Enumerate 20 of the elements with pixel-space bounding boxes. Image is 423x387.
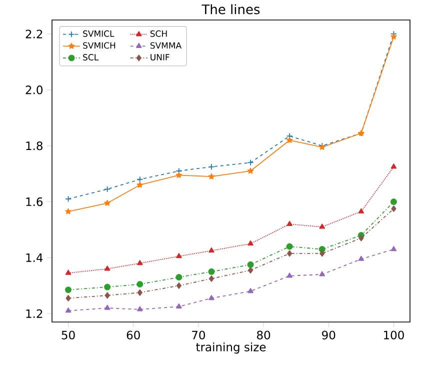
legend-label: SVMICH (83, 42, 116, 49)
y-tick-label: 2.2 (26, 30, 42, 38)
x-tick-label: 100 (384, 330, 404, 340)
x-axis-title: training size (196, 342, 266, 354)
y-tick-label: 1.8 (26, 141, 42, 150)
y-tick-label: 1.4 (26, 253, 43, 262)
y-tick-label: 1.2 (26, 309, 42, 318)
y-tick-label: 1.6 (26, 197, 43, 206)
x-tick-label: 80 (257, 330, 270, 340)
legend-label: SCH (150, 30, 167, 37)
legend-label: UNIF (150, 54, 170, 60)
x-tick-label: 90 (322, 330, 336, 340)
legend-label: SVMICL (83, 30, 114, 37)
x-tick-label: 70 (192, 330, 206, 340)
legend-label: SCL (83, 54, 99, 60)
legend-label: SVMMA (150, 42, 182, 49)
y-tick-label: 2.0 (26, 86, 43, 94)
x-tick-label: 60 (126, 330, 140, 340)
chart-title: The lines (202, 4, 260, 14)
x-tick-label: 50 (62, 330, 75, 340)
